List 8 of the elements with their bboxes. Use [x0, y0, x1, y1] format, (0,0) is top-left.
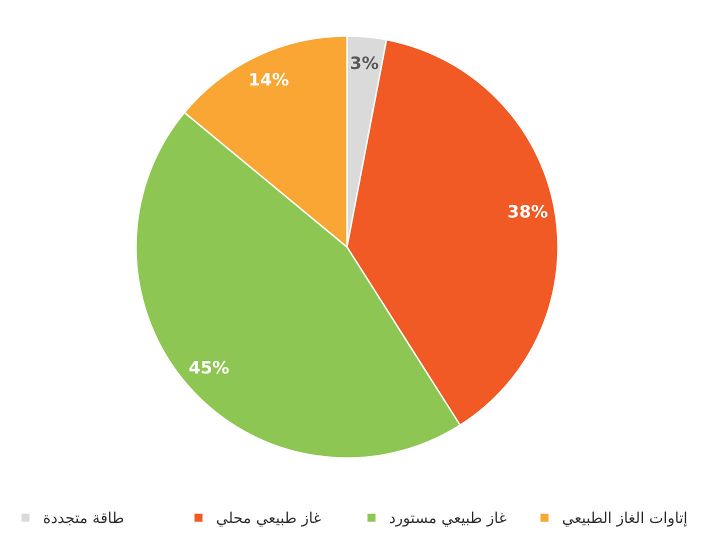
data-label: 14% [248, 70, 290, 91]
legend-label: طاقة متجددة [43, 508, 124, 527]
legend-label: غاز طبيعي محلي [216, 508, 322, 527]
legend-label: غاز طبيعي مستورد [389, 508, 507, 527]
data-label: 3% [350, 54, 379, 74]
legend-label: إتاوات الغاز الطبيعي [562, 508, 688, 527]
data-label: 38% [507, 202, 548, 223]
data-label: 45% [188, 358, 230, 379]
